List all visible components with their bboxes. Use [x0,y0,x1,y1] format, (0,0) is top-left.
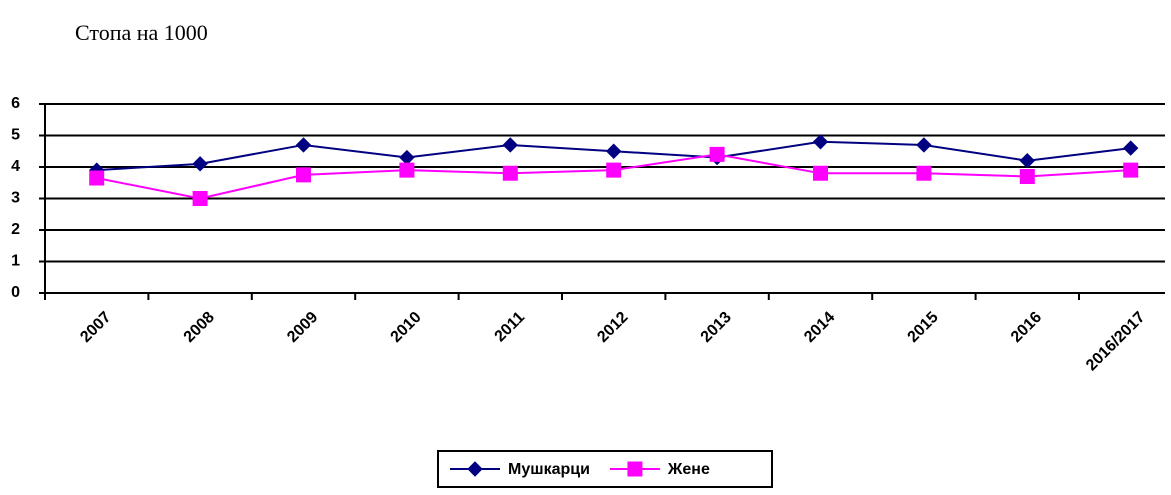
point [1122,140,1139,156]
x-tick-label: 2009 [284,309,321,346]
point [502,165,518,181]
chart-title: Стопа на 1000 [75,20,208,45]
x-tick-label: 2008 [181,309,218,346]
legend-label: Жене [667,461,710,478]
point [296,167,311,183]
point [709,146,725,162]
y-tick-label: 3 [11,190,20,207]
x-tick-label: 2015 [905,309,942,346]
y-tick-label: 1 [11,253,20,270]
legend-label: Мушкарци [508,461,590,478]
point [89,170,105,186]
point [605,143,622,159]
y-tick-label: 0 [11,284,20,301]
point [813,165,828,181]
point [1019,152,1036,169]
legend-marker [627,461,643,477]
point [1123,162,1139,178]
point [399,162,415,178]
x-tick-label: 2016 [1008,309,1045,346]
point [1019,168,1035,184]
x-tick-label: 2010 [388,309,425,346]
y-tick-label: 6 [11,95,20,112]
point [606,162,622,178]
x-tick-label: 2014 [801,309,838,346]
point [192,156,208,172]
point [399,149,415,166]
point [295,137,312,153]
point [812,134,829,150]
x-tick-label: 2011 [492,309,529,346]
y-tick-label: 5 [11,127,20,144]
x-tick-label: 2016/2017 [1083,309,1149,375]
y-tick-label: 2 [11,221,20,238]
point [916,165,932,181]
y-tick-label: 4 [11,158,20,175]
point [502,137,519,153]
x-tick-label: 2012 [594,309,631,346]
x-tick-label: 2007 [77,309,114,346]
x-tick-label: 2013 [698,309,735,346]
point [192,191,208,206]
legend-marker [467,461,483,477]
point [916,137,932,153]
